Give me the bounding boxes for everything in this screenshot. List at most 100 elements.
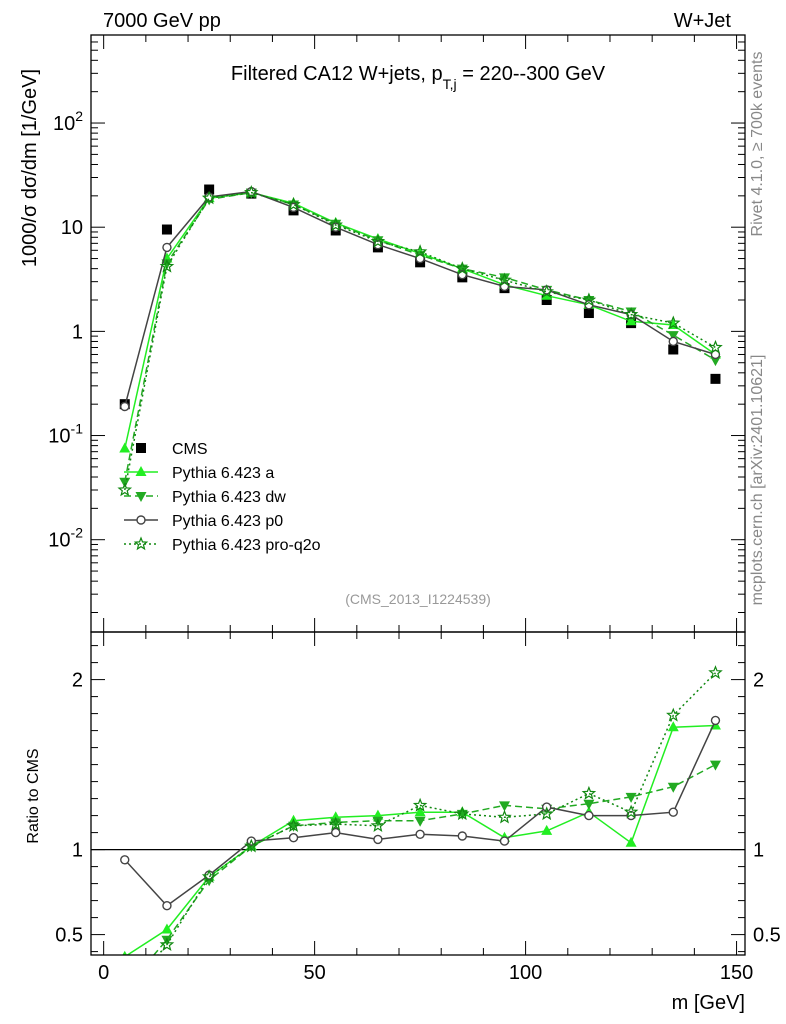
series-line-pythia-6-423-pro-q2o	[124, 191, 716, 491]
ratio-point-pythia-6-423-pro-q2o	[623, 804, 639, 819]
legend-label-pythia-6-423-dw: Pythia 6.423 dw	[172, 489, 286, 506]
ratio-point-pythia-6-423-pro-q2o	[666, 707, 681, 722]
ratio-y-tick-label-left: 2	[72, 670, 83, 692]
ratio-point-pythia-6-423-pro-q2o	[455, 806, 470, 821]
ratio-point-pythia-6-423-p0	[331, 827, 341, 838]
legend: CMS Pythia 6.423 a Pythia 6.423 dw Pythia 6…	[124, 441, 321, 554]
point-pythia-6-423-pro-q2o	[539, 284, 554, 298]
ratio-point-pythia-6-423-p0	[499, 836, 510, 846]
legend-item-pythia-6-423-p0: Pythia 6.423 p0	[124, 513, 283, 530]
point-pythia-6-423-dw	[667, 331, 679, 342]
ratio-point-pythia-6-423-a	[625, 836, 637, 847]
ratio-point-pythia-6-423-p0	[120, 855, 130, 865]
point-pythia-6-423-pro-q2o	[412, 244, 428, 259]
ratio-point-pythia-6-423-dw	[709, 760, 721, 771]
legend-item-pythia-6-423-a: Pythia 6.423 a	[124, 465, 274, 482]
point-pythia-6-423-pro-q2o	[455, 261, 470, 275]
point-pythia-6-423-pro-q2o	[708, 339, 723, 354]
point-pythia-6-423-pro-q2o	[328, 217, 343, 232]
ratio-point-pythia-6-423-dw	[583, 799, 595, 810]
legend-label-pythia-6-423-p0: Pythia 6.423 p0	[172, 513, 283, 530]
ratio-point-pythia-6-423-dw	[414, 816, 426, 827]
ratio-point-pythia-6-423-pro-q2o	[539, 806, 554, 821]
ratio-y-tick-label-left: 1	[72, 840, 83, 862]
ratio-point-pythia-6-423-pro-q2o	[328, 816, 343, 831]
main-y-tick-label: 102	[53, 108, 83, 135]
legend-item-pythia-6-423-pro-q2o: Pythia 6.423 pro-q2o	[124, 536, 321, 554]
point-pythia-6-423-p0	[120, 401, 130, 412]
main-y-tick-label: 10	[61, 217, 83, 239]
point-pythia-6-423-pro-q2o	[159, 258, 175, 273]
ratio-y-tick-label-left: 0.5	[55, 925, 83, 947]
ratio-point-pythia-6-423-p0	[710, 715, 721, 726]
ratio-line-pythia-6-423-pro-q2o	[157, 672, 717, 955]
point-pythia-6-423-dw	[161, 259, 173, 270]
point-cms	[668, 344, 679, 355]
legend-marker-cms	[136, 443, 146, 453]
legend-item-cms: CMS	[136, 441, 208, 458]
main-title: Filtered CA12 W+jets, pT,j = 220--300 Ge…	[231, 63, 606, 92]
ratio-point-pythia-6-423-pro-q2o	[201, 869, 217, 884]
ratio-y-axis-label: Ratio to CMS	[25, 748, 42, 843]
point-pythia-6-423-pro-q2o	[581, 292, 597, 307]
legend-item-pythia-6-423-dw: Pythia 6.423 dw	[124, 489, 286, 506]
ratio-point-pythia-6-423-dw	[498, 801, 510, 812]
ratio-frame	[90, 631, 746, 956]
ratio-point-pythia-6-423-p0	[668, 807, 678, 817]
ratio-point-pythia-6-423-pro-q2o	[497, 809, 512, 824]
ratio-series-group	[119, 665, 723, 999]
point-pythia-6-423-pro-q2o	[201, 190, 217, 205]
ratio-y-tick-label-right: 0.5	[753, 925, 781, 947]
ratio-point-pythia-6-423-a	[667, 721, 679, 732]
x-tick-label: 150	[720, 962, 753, 984]
ratio-point-pythia-6-423-p0	[288, 833, 299, 843]
ratio-y-tick-label-right: 1	[753, 840, 764, 862]
ratio-point-pythia-6-423-pro-q2o	[244, 838, 259, 853]
point-cms	[710, 373, 721, 384]
point-pythia-6-423-p0	[668, 336, 678, 347]
mcplots-label: mcplots.cern.ch [arXiv:2401.10621]	[749, 355, 766, 606]
point-pythia-6-423-p0	[162, 242, 172, 253]
ratio-point-pythia-6-423-pro-q2o	[286, 818, 301, 833]
header-right: W+Jet	[674, 10, 732, 32]
ratio-point-pythia-6-423-p0	[584, 810, 594, 821]
ratio-point-pythia-6-423-pro-q2o	[581, 785, 597, 800]
legend-label-pythia-6-423-pro-q2o: Pythia 6.423 pro-q2o	[172, 537, 321, 554]
point-pythia-6-423-pro-q2o	[370, 233, 386, 248]
legend-marker-pythia-6-423-p0	[136, 515, 146, 525]
x-axis-label: m [GeV]	[672, 992, 745, 1014]
ratio-point-pythia-6-423-pro-q2o	[412, 797, 428, 812]
legend-marker-pythia-6-423-a	[135, 466, 147, 476]
ratio-point-pythia-6-423-dw	[625, 792, 637, 803]
point-pythia-6-423-dw	[498, 273, 510, 284]
point-pythia-6-423-pro-q2o	[117, 482, 133, 497]
point-cms	[541, 295, 552, 306]
point-pythia-6-423-pro-q2o	[623, 306, 639, 321]
ratio-point-pythia-6-423-p0	[373, 834, 383, 845]
ratio-point-pythia-6-423-dw	[372, 816, 384, 827]
point-pythia-6-423-pro-q2o	[244, 184, 259, 199]
legend-marker-pythia-6-423-pro-q2o	[133, 536, 149, 551]
point-pythia-6-423-dw	[709, 356, 721, 367]
legend-label-cms: CMS	[172, 441, 208, 458]
header-left: 7000 GeV pp	[103, 10, 221, 32]
main-y-tick-label: 10-2	[48, 525, 83, 552]
ratio-y-tick-label-right: 2	[753, 670, 764, 692]
x-tick-label: 100	[509, 962, 542, 984]
ratio-point-pythia-6-423-a	[541, 824, 553, 835]
ratio-point-pythia-6-423-dw	[161, 935, 173, 946]
x-tick-label: 50	[304, 962, 326, 984]
main-y-axis-label: 1000/σ dσ/dm [1/GeV]	[19, 69, 41, 267]
ratio-line-pythia-6-423-a	[126, 724, 716, 955]
main-panel: 10-2 10-1 1 10 102	[48, 34, 746, 633]
point-cms	[583, 308, 594, 319]
x-tick-label: 0	[98, 962, 109, 984]
legend-label-pythia-6-423-a: Pythia 6.423 a	[172, 465, 274, 482]
ratio-point-pythia-6-423-dw	[119, 985, 130, 995]
ratio-point-pythia-6-423-pro-q2o	[708, 665, 723, 680]
ratio-point-pythia-6-423-p0	[162, 901, 172, 911]
ratio-point-pythia-6-423-a	[414, 806, 426, 817]
ratio-point-pythia-6-423-pro-q2o	[119, 988, 131, 999]
